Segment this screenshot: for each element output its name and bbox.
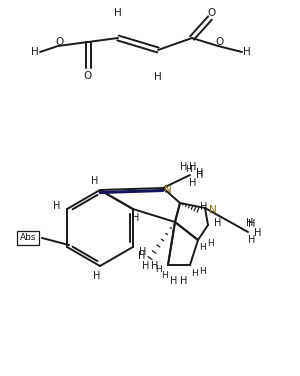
Text: H: H <box>199 267 206 276</box>
Text: O: O <box>84 71 92 81</box>
Text: H: H <box>189 178 197 188</box>
Text: H: H <box>180 276 188 286</box>
Text: H: H <box>114 8 122 18</box>
Text: H: H <box>170 276 178 286</box>
Text: H: H <box>138 251 146 261</box>
Text: H: H <box>154 72 162 82</box>
Text: Abs: Abs <box>20 233 36 243</box>
Text: H: H <box>248 219 256 229</box>
Text: H: H <box>200 244 206 253</box>
Text: O: O <box>215 37 223 47</box>
Text: H: H <box>31 47 39 57</box>
Text: N: N <box>209 205 217 215</box>
Text: H: H <box>246 218 254 228</box>
Text: H: H <box>180 162 188 172</box>
Text: H: H <box>142 261 150 271</box>
Text: H: H <box>254 228 262 238</box>
Text: H: H <box>93 271 101 281</box>
Text: H: H <box>184 165 191 174</box>
Text: H: H <box>154 265 161 274</box>
Text: H: H <box>200 202 208 212</box>
Text: H: H <box>214 218 222 228</box>
Text: H: H <box>196 170 204 180</box>
Text: H: H <box>132 213 140 223</box>
Text: N: N <box>164 185 172 195</box>
Text: H: H <box>139 247 147 257</box>
Text: O: O <box>55 37 63 47</box>
Text: H: H <box>151 261 159 271</box>
Text: H: H <box>196 168 204 178</box>
Text: H: H <box>243 47 251 57</box>
Text: H: H <box>192 270 198 279</box>
Text: O: O <box>208 8 216 18</box>
Text: H: H <box>207 240 213 249</box>
Text: H: H <box>248 235 256 245</box>
Text: H: H <box>91 176 99 186</box>
Text: H: H <box>53 201 61 211</box>
Text: H: H <box>162 270 168 279</box>
Text: H: H <box>189 162 197 172</box>
